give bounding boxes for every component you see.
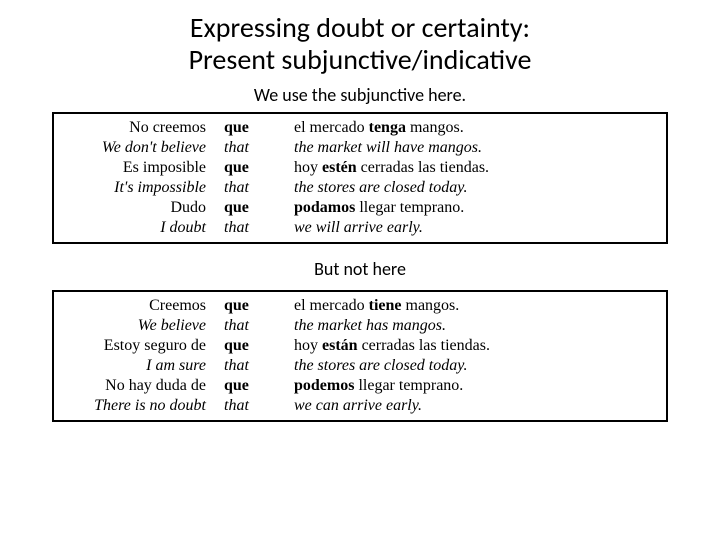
sub-clause-es: podemos llegar temprano. xyxy=(294,376,666,396)
sub-clause-en: we can arrive early. xyxy=(294,396,666,416)
connector-es: que xyxy=(224,376,294,396)
sub-clause-en: the stores are closed today. xyxy=(294,356,666,376)
connector-en: that xyxy=(224,178,294,198)
table-row: No hay duda de que podemos llegar tempra… xyxy=(54,376,666,396)
sub-clause-es: el mercado tenga mangos. xyxy=(294,118,666,138)
slide: Expressing doubt or certainty: Present s… xyxy=(0,0,720,540)
connector-es: que xyxy=(224,158,294,178)
connector-en: that xyxy=(224,218,294,238)
main-clause-en: It's impossible xyxy=(54,178,224,198)
connector-es: que xyxy=(224,336,294,356)
main-clause-es: Es imposible xyxy=(54,158,224,178)
table-row: It's impossible that the stores are clos… xyxy=(54,178,666,198)
sub-clause-es: hoy están cerradas las tiendas. xyxy=(294,336,666,356)
table-row: We don't believe that the market will ha… xyxy=(54,138,666,158)
main-clause-en: I doubt xyxy=(54,218,224,238)
slide-title: Expressing doubt or certainty: Present s… xyxy=(80,12,640,76)
main-clause-es: Estoy seguro de xyxy=(54,336,224,356)
connector-en: that xyxy=(224,396,294,416)
sub-clause-en: the market will have mangos. xyxy=(294,138,666,158)
main-clause-es: No creemos xyxy=(54,118,224,138)
table-subjunctive: No creemos que el mercado tenga mangos. … xyxy=(52,112,668,244)
table-row: Creemos que el mercado tiene mangos. xyxy=(54,296,666,316)
sub-clause-en: we will arrive early. xyxy=(294,218,666,238)
main-clause-es: Dudo xyxy=(54,198,224,218)
sub-clause-es: hoy estén cerradas las tiendas. xyxy=(294,158,666,178)
sub-clause-es: el mercado tiene mangos. xyxy=(294,296,666,316)
main-clause-en: We don't believe xyxy=(54,138,224,158)
table-indicative: Creemos que el mercado tiene mangos. We … xyxy=(52,290,668,422)
connector-en: that xyxy=(224,138,294,158)
table-row: Estoy seguro de que hoy están cerradas l… xyxy=(54,336,666,356)
main-clause-en: I am sure xyxy=(54,356,224,376)
caption-2: But not here xyxy=(0,258,720,280)
sub-clause-en: the market has mangos. xyxy=(294,316,666,336)
table-row: I am sure that the stores are closed tod… xyxy=(54,356,666,376)
table-row: Es imposible que hoy estén cerradas las … xyxy=(54,158,666,178)
sub-clause-en: the stores are closed today. xyxy=(294,178,666,198)
title-line-2: Present subjunctive/indicative xyxy=(189,42,532,77)
main-clause-es: Creemos xyxy=(54,296,224,316)
caption-1: We use the subjunctive here. xyxy=(0,84,720,106)
table-row: Dudo que podamos llegar temprano. xyxy=(54,198,666,218)
main-clause-en: We believe xyxy=(54,316,224,336)
sub-clause-es: podamos llegar temprano. xyxy=(294,198,666,218)
table-row: I doubt that we will arrive early. xyxy=(54,218,666,238)
connector-en: that xyxy=(224,356,294,376)
connector-en: that xyxy=(224,316,294,336)
table-row: There is no doubt that we can arrive ear… xyxy=(54,396,666,416)
main-clause-en: There is no doubt xyxy=(54,396,224,416)
connector-es: que xyxy=(224,118,294,138)
table-row: We believe that the market has mangos. xyxy=(54,316,666,336)
connector-es: que xyxy=(224,198,294,218)
connector-es: que xyxy=(224,296,294,316)
table-row: No creemos que el mercado tenga mangos. xyxy=(54,118,666,138)
main-clause-es: No hay duda de xyxy=(54,376,224,396)
title-line-1: Expressing doubt or certainty: xyxy=(190,10,530,45)
